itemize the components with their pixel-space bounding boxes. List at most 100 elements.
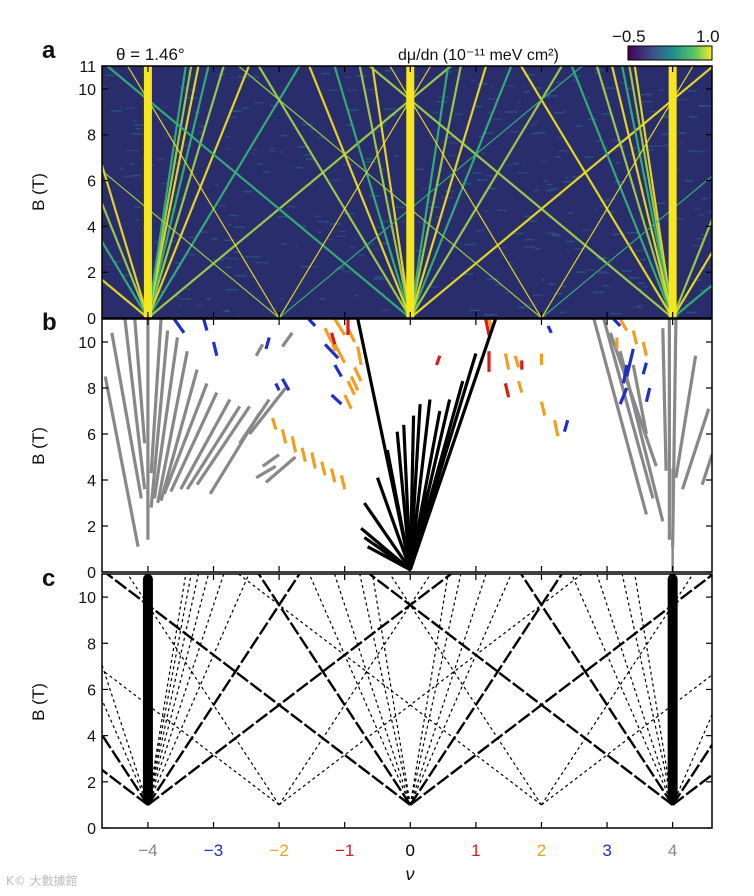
heatmap-texture <box>447 141 458 144</box>
heatmap-texture <box>524 91 529 94</box>
heatmap-texture <box>339 230 346 233</box>
fan-point-line <box>146 574 301 806</box>
y-tick-label: 0 <box>87 565 96 582</box>
segment-gray <box>700 454 712 486</box>
heatmap-texture <box>435 216 444 218</box>
heatmap-texture <box>176 295 180 298</box>
segment-gray <box>261 453 281 468</box>
segment-black <box>418 507 425 518</box>
heatmap-texture <box>546 95 558 97</box>
heatmap-texture <box>102 284 109 287</box>
heatmap-texture <box>611 139 622 142</box>
heatmap-texture <box>524 90 530 92</box>
heatmap-fan-line <box>146 66 225 318</box>
fan-point-line <box>106 574 412 806</box>
heatmap-texture <box>327 238 334 241</box>
heatmap-texture <box>162 106 168 108</box>
heatmap-texture <box>599 205 604 208</box>
heatmap-texture <box>122 274 132 277</box>
x-tick-label: −3 <box>204 841 223 860</box>
heatmap-texture <box>318 231 323 233</box>
fan-point-line <box>257 574 412 806</box>
heatmap-texture <box>298 225 307 227</box>
heatmap-texture <box>279 297 285 300</box>
segment-gray <box>602 319 655 499</box>
heatmap-texture <box>512 162 520 165</box>
segment-blue <box>172 319 186 334</box>
heatmap-texture <box>344 76 351 78</box>
heatmap-fan-line <box>308 66 412 318</box>
heatmap-texture <box>374 130 383 133</box>
panel-a-title: θ = 1.46° <box>116 45 185 64</box>
fan-point-line <box>147 574 210 806</box>
heatmap-texture <box>130 174 141 177</box>
heatmap-fan-line <box>621 66 674 318</box>
segment-black <box>385 449 412 571</box>
heatmap-texture <box>449 71 452 73</box>
heatmap-fan-line <box>671 216 712 318</box>
heatmap-texture <box>477 82 488 85</box>
y-tick-label: 6 <box>87 682 96 699</box>
heatmap-texture <box>632 306 643 309</box>
panel-a-heatmap <box>102 66 712 318</box>
x-tick-label: 1 <box>471 841 480 860</box>
segment-orange <box>333 343 347 364</box>
heatmap-texture <box>545 232 556 234</box>
heatmap-texture <box>582 229 591 231</box>
heatmap-texture <box>250 276 257 278</box>
heatmap-texture <box>421 187 427 190</box>
heatmap-fan-line <box>238 66 542 318</box>
fan-point-line <box>671 742 712 806</box>
heatmap-texture <box>430 286 439 288</box>
heatmap-texture <box>198 131 204 134</box>
heatmap-texture <box>251 256 261 258</box>
heatmap-texture <box>456 78 462 80</box>
heatmap-texture <box>615 145 624 148</box>
heatmap-texture <box>555 156 561 158</box>
heatmap-texture <box>565 176 568 179</box>
heatmap-texture <box>648 145 655 148</box>
heatmap-texture <box>135 127 142 130</box>
x-tick-label: 3 <box>602 841 611 860</box>
heatmap-texture <box>225 147 230 150</box>
heatmap-texture <box>181 144 193 147</box>
segment-orange <box>343 394 353 410</box>
segment-orange <box>270 417 278 430</box>
fan-point-line <box>409 574 487 806</box>
heatmap-texture <box>531 123 537 126</box>
heatmap-texture <box>507 85 515 87</box>
heatmap-texture <box>235 274 247 277</box>
segment-blue <box>307 319 317 328</box>
heatmap-texture <box>482 132 494 135</box>
heatmap-bright-feature <box>668 66 677 318</box>
heatmap-texture <box>571 176 582 178</box>
heatmap-texture <box>656 304 663 306</box>
heatmap-texture <box>432 111 439 114</box>
segment-gray <box>254 343 265 357</box>
heatmap-texture <box>684 303 688 306</box>
heatmap-texture <box>301 123 314 126</box>
heatmap-fan-line <box>540 66 694 318</box>
heatmap-texture <box>553 293 563 295</box>
segment-orange <box>300 447 307 462</box>
panel-b-yticks: 0 2 4 6 8 10 <box>78 319 712 582</box>
colorbar-max: 1.0 <box>696 27 720 46</box>
heatmap-texture <box>417 221 425 223</box>
heatmap-texture <box>126 149 139 152</box>
segment-orange <box>641 341 648 357</box>
y-tick-label: 4 <box>87 219 96 236</box>
heatmap-texture <box>545 89 557 91</box>
colorbar-label: dμ/dn (10⁻¹¹ meV cm²) <box>398 47 559 64</box>
heatmap-texture <box>546 183 553 186</box>
heatmap-texture <box>653 145 665 147</box>
heatmap-texture <box>620 82 627 85</box>
heatmap-texture <box>475 229 485 232</box>
heatmap-texture <box>469 309 481 312</box>
segment-gray <box>149 330 170 508</box>
heatmap-texture <box>694 208 701 211</box>
heatmap-fan-line <box>102 200 149 318</box>
heatmap-texture <box>557 136 562 139</box>
fan-point-line <box>371 574 411 806</box>
heatmap-texture <box>153 240 163 243</box>
